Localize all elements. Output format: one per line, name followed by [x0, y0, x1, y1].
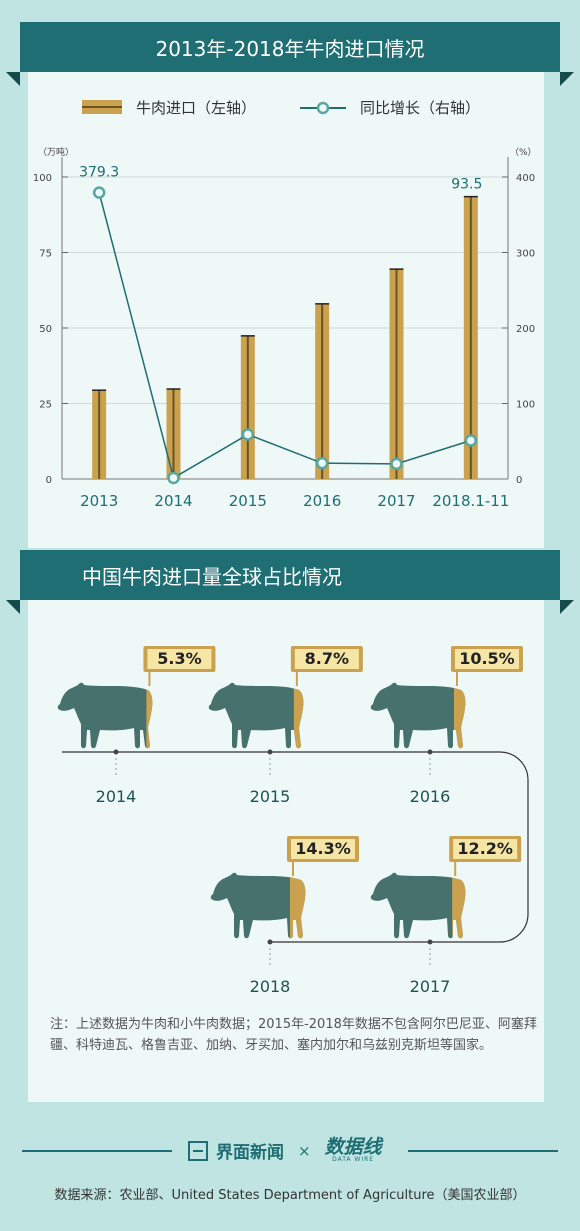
label-box: [290, 839, 355, 859]
cow-share-fill: [293, 682, 304, 749]
growth-point: [241, 428, 255, 441]
cow-group: 10.5%: [370, 646, 523, 749]
x-tick-label: 2014: [154, 492, 192, 510]
jiemian-logo-icon: [188, 1140, 208, 1161]
x-tick-label: 2015: [229, 492, 267, 510]
data-label-growth-2013: 379.3: [79, 165, 119, 181]
x-tick-label: 2016: [303, 492, 341, 510]
cow-group: 5.3%: [57, 646, 216, 749]
footer-line-left: [22, 1150, 172, 1152]
timeline-dot: [267, 939, 273, 945]
legend-bar-label: 牛肉进口（左轴）: [136, 99, 257, 117]
cow-share-fill: [452, 872, 466, 939]
label-box: [454, 649, 519, 669]
cow-share-fill: [146, 682, 153, 749]
chart1-axes: 0 25 50 75 100 0 100 200 300 400 （万吨） （%）: [33, 146, 537, 486]
chart1-bars: [92, 195, 478, 479]
year-label: 2017: [410, 977, 451, 996]
right-tick-label: 300: [516, 249, 535, 260]
growth-point: [390, 457, 403, 471]
banner-fold-left: [6, 72, 20, 86]
banner2-fold-right: [560, 600, 574, 614]
chart1-panel: [28, 72, 544, 548]
left-tick-label: 0: [46, 475, 52, 486]
cow-share-fill: [289, 872, 306, 939]
timeline-dot: [427, 749, 433, 755]
chart1-labels: 2013 2014 2015 2016 2017 2018.1-11 379.3 93.5: [79, 165, 509, 510]
banner-fold-right: [560, 72, 574, 86]
left-tick-label: 75: [39, 249, 52, 260]
brand-times: ×: [298, 1141, 311, 1160]
label-box: [453, 839, 518, 859]
share-label: 10.5%: [459, 649, 515, 668]
growth-line: [98, 192, 472, 480]
cow-group: 14.3%: [210, 836, 359, 939]
x-tick-label: 2018.1-11: [432, 492, 509, 510]
x-tick-label: 2017: [377, 492, 415, 510]
brand-jiemian: 界面新闻: [216, 1143, 284, 1163]
growth-point: [464, 434, 478, 447]
cow-icon: [57, 682, 153, 749]
chart2-title: 中国牛肉进口量全球占比情况: [20, 550, 560, 600]
cow-icon: [208, 682, 304, 749]
legend-line-label: 同比增长（右轴）: [360, 99, 481, 117]
cow-group: 12.2%: [370, 836, 522, 939]
x-tick-label: 2013: [80, 492, 118, 510]
footnote: 注：上述数据为牛肉和小牛肉数据；2015年-2018年数据不包含阿尔巴尼亚、阿塞…: [50, 1017, 537, 1053]
timeline-dot: [113, 749, 119, 755]
growth-point: [315, 456, 329, 470]
cow-icon: [370, 682, 466, 749]
chart2-svg: 2014 2015 2016 2017 2018 5.3% 8.7% 10.5% 12.2% 1…: [57, 646, 529, 996]
legend-bar-swatch: [82, 99, 122, 114]
chart1-line: [92, 186, 478, 485]
year-label: 2016: [410, 787, 451, 806]
growth-point: [167, 471, 180, 485]
brand-datawire-sub: DATA WIRE: [332, 1156, 375, 1163]
legend-line: 同比增长（右轴）: [300, 97, 480, 118]
data-label-import-2018: 93.5: [451, 177, 482, 193]
cow-group: 8.7%: [208, 646, 363, 749]
chart2-track: 2014 2015 2016 2017 2018: [62, 749, 529, 996]
share-label: 5.3%: [157, 649, 201, 668]
chart1-title: 2013年-2018年牛肉进口情况: [20, 22, 560, 72]
legend-bar: 牛肉进口（左轴）: [82, 97, 256, 118]
share-label: 14.3%: [295, 839, 351, 858]
label-box: [294, 649, 359, 669]
datawire-logo: 数据线 DATA WIRE: [325, 1138, 382, 1163]
banner2-fold-left: [6, 600, 20, 614]
year-label: 2018: [250, 977, 291, 996]
cow-share-fill: [453, 682, 466, 749]
timeline-dot: [427, 939, 433, 945]
chart2-cows: 5.3% 8.7% 10.5% 12.2% 14.3%: [57, 646, 523, 939]
left-tick-label: 100: [33, 173, 52, 184]
cow-icon: [210, 872, 306, 939]
share-label: 8.7%: [305, 649, 349, 668]
timeline-curve: [499, 751, 529, 943]
left-tick-label: 25: [39, 400, 52, 411]
legend-line-swatch: [300, 101, 346, 114]
label-box: [147, 649, 212, 669]
growth-point: [92, 186, 106, 199]
year-label: 2015: [250, 787, 291, 806]
footer-brands: 界面新闻 × 数据线 DATA WIRE: [188, 1138, 382, 1163]
left-tick-label: 50: [39, 324, 52, 335]
right-axis-unit: （%）: [510, 147, 537, 158]
share-label: 12.2%: [457, 839, 513, 858]
left-axis-unit: （万吨）: [38, 146, 74, 158]
data-source: 数据来源：农业部、United States Department of Agr…: [54, 1188, 526, 1203]
footer-line-right: [408, 1150, 558, 1152]
right-tick-label: 200: [516, 324, 535, 335]
timeline-dot: [267, 749, 273, 755]
right-tick-label: 0: [516, 475, 522, 486]
year-label: 2014: [96, 787, 137, 806]
cow-icon: [370, 872, 466, 939]
right-tick-label: 400: [516, 173, 535, 184]
brand-datawire: 数据线: [324, 1136, 382, 1158]
right-tick-label: 100: [516, 400, 535, 411]
